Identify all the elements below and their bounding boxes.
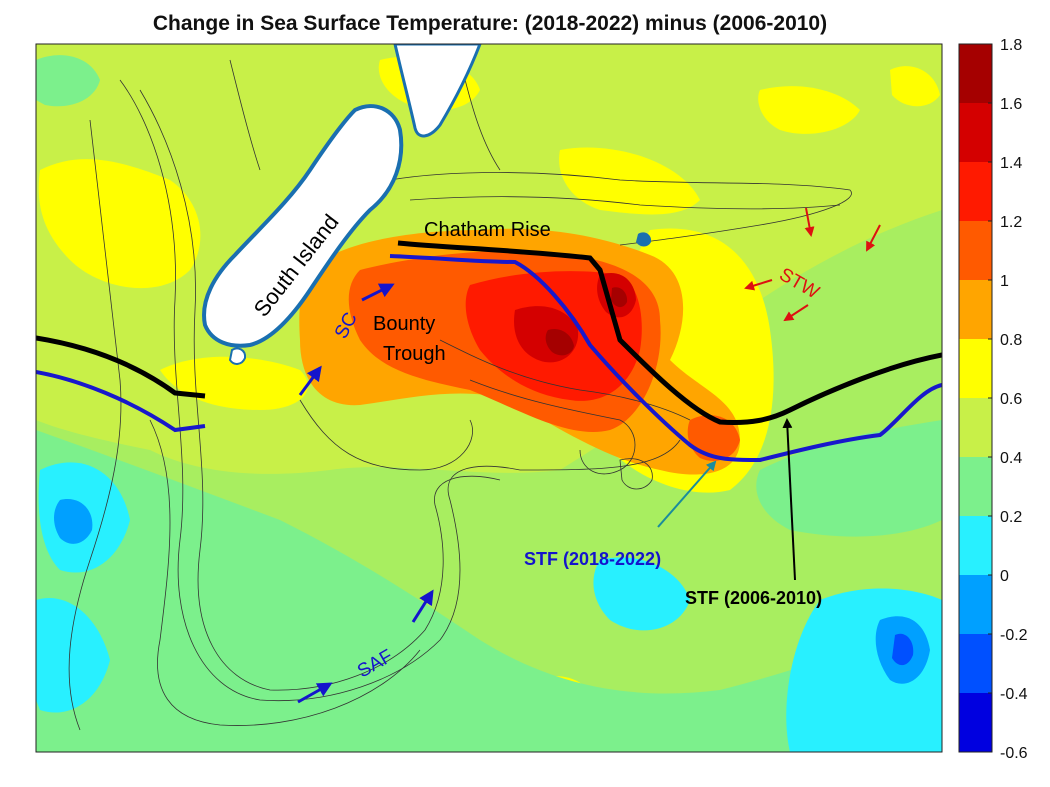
label-chatham-rise: Chatham Rise xyxy=(424,219,551,241)
label-trough: Trough xyxy=(383,343,446,365)
colorbar-tick-label: 1 xyxy=(1000,273,1009,290)
colorbar-tick-label: 0.2 xyxy=(1000,509,1022,526)
colorbar-tick-label: 0.8 xyxy=(1000,332,1022,349)
plot-frame xyxy=(35,43,943,753)
colorbar: 1.8 1.6 1.4 1.2 1 0.8 0.6 0.4 0.2 0 -0.2 -0.4 -0.6 xyxy=(958,37,1028,762)
colorbar-ticks: 1.8 1.6 1.4 1.2 1 0.8 0.6 0.4 0.2 0 -0.2 -0.4 -0.6 xyxy=(988,37,1028,762)
colorbar-tick-label: 1.4 xyxy=(1000,155,1022,172)
south-island-land xyxy=(202,104,404,348)
stf-old-line-west xyxy=(36,335,206,399)
colorbar-band xyxy=(959,280,992,340)
colorbar-tick-label: 1.6 xyxy=(1000,96,1022,113)
colorbar-band xyxy=(959,398,992,458)
colorbar-band xyxy=(959,162,992,222)
colorbar-band xyxy=(959,103,992,163)
label-bounty: Bounty xyxy=(373,313,435,335)
colorbar-band xyxy=(959,634,992,694)
stf-new-line xyxy=(389,254,942,463)
map-title: Change in Sea Surface Temperature: (2018… xyxy=(152,12,828,35)
stf-old-line xyxy=(397,240,942,425)
colorbar-band xyxy=(959,575,992,635)
stf-old-pointer xyxy=(782,418,796,581)
colorbar-tick-label: -0.2 xyxy=(1000,627,1028,644)
colorbar-tick-label: 0.4 xyxy=(1000,450,1022,467)
stw-arrow-4 xyxy=(783,304,809,322)
colorbar-band xyxy=(959,516,992,576)
sc-arrow-1 xyxy=(298,365,322,396)
colorbar-band xyxy=(959,457,992,517)
sst-field xyxy=(36,44,942,752)
stw-arrow-3 xyxy=(744,279,773,291)
colorbar-tick-label: 0 xyxy=(1000,568,1009,585)
stw-arrow-2 xyxy=(866,224,881,252)
colorbar-tick-label: 0.6 xyxy=(1000,391,1022,408)
colorbar-tick-label: 1.2 xyxy=(1000,214,1022,231)
colorbar-tick-label: -0.4 xyxy=(1000,686,1028,703)
sc-arrow-2 xyxy=(361,283,395,302)
label-stf-new: STF (2018-2022) xyxy=(524,549,661,569)
colorbar-band xyxy=(959,44,992,104)
colorbar-bands xyxy=(959,44,992,753)
stw-arrow-1 xyxy=(804,207,815,237)
saf-arrow-2 xyxy=(411,589,434,623)
stf-new-line-west xyxy=(36,370,206,433)
colorbar-band xyxy=(959,221,992,281)
colorbar-tick-label: 1.8 xyxy=(1000,37,1022,54)
colorbar-band xyxy=(959,693,992,753)
label-stf-old: STF (2006-2010) xyxy=(685,588,822,608)
north-island-land xyxy=(393,44,482,138)
colorbar-tick-label: -0.6 xyxy=(1000,745,1028,762)
stf-new-pointer xyxy=(657,460,717,528)
colorbar-band xyxy=(959,339,992,399)
saf-arrow-1 xyxy=(297,682,333,704)
